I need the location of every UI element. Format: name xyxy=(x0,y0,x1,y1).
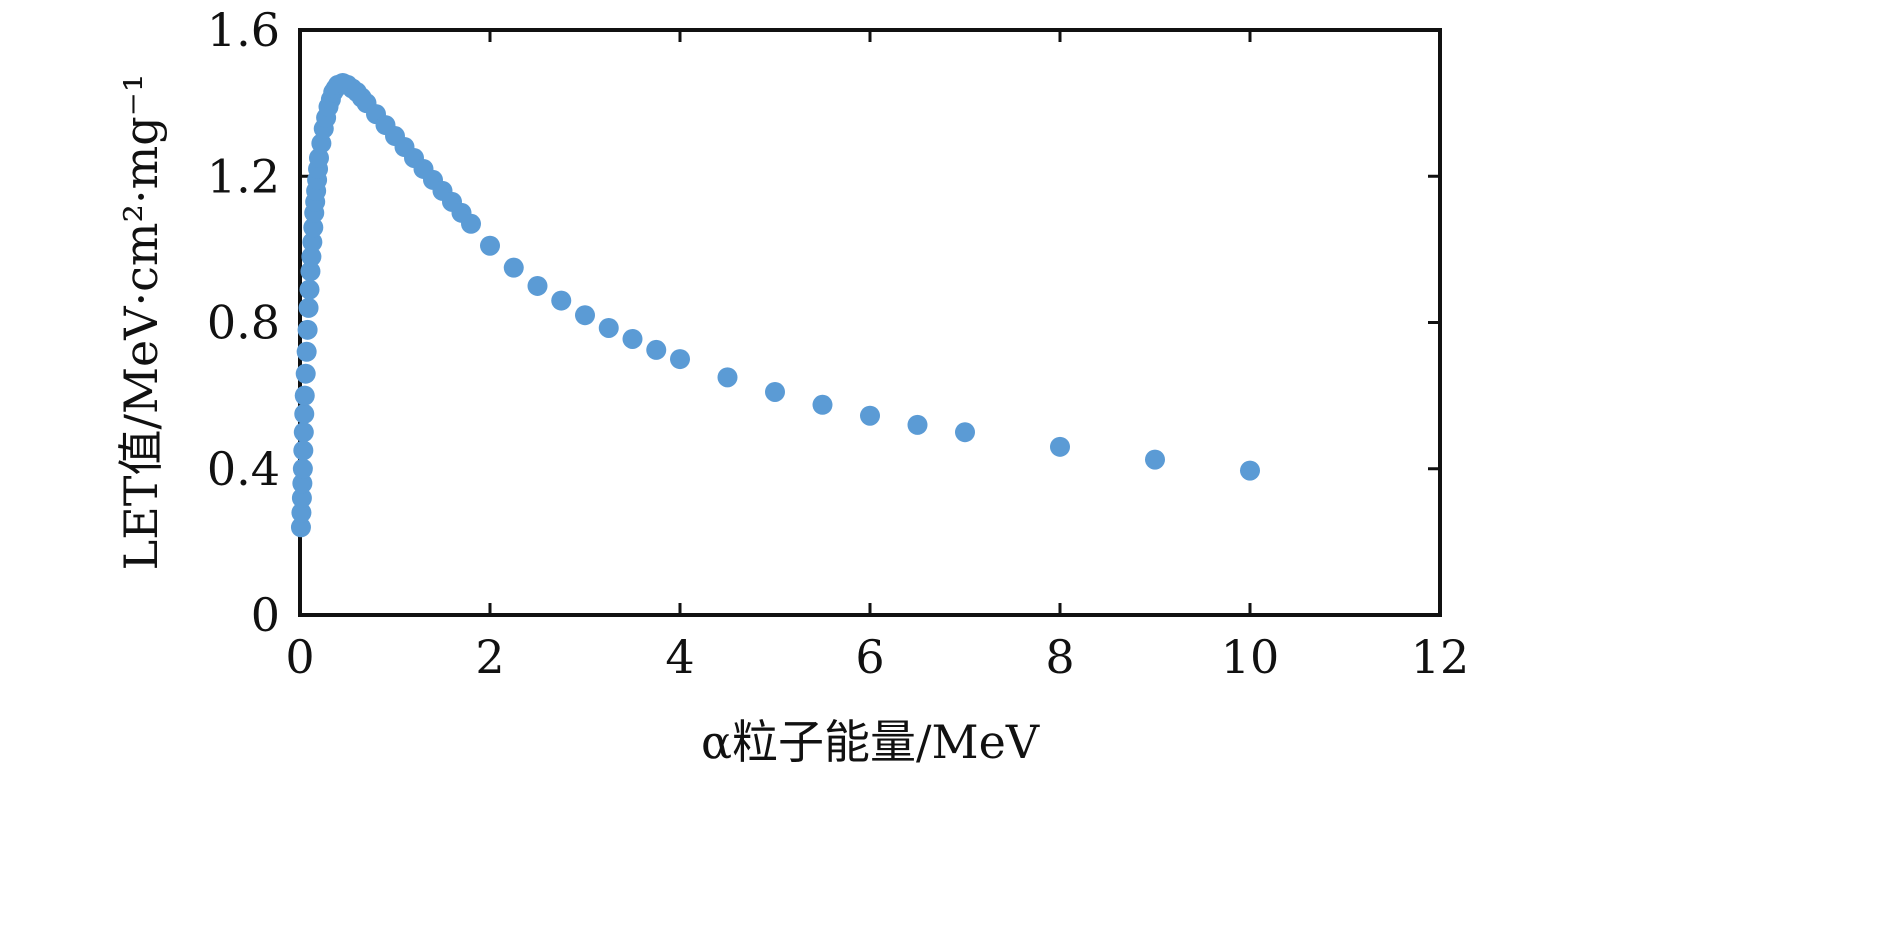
data-point xyxy=(1240,460,1260,481)
data-point xyxy=(295,363,316,384)
data-point xyxy=(1145,449,1165,470)
y-tick-label: 1.6 xyxy=(207,3,280,57)
data-point xyxy=(551,290,572,311)
data-point xyxy=(646,339,667,360)
x-tick-label: 6 xyxy=(855,630,884,684)
data-point xyxy=(291,488,312,508)
plot-frame xyxy=(298,28,1442,617)
y-axis-title: LET值/MeV·cm²·mg⁻¹ xyxy=(114,74,168,571)
data-point xyxy=(480,235,500,256)
data-point xyxy=(303,217,324,238)
data-point xyxy=(296,341,317,362)
x-tick-label: 4 xyxy=(665,630,694,684)
data-point xyxy=(461,213,481,234)
data-point xyxy=(622,328,643,349)
data-point xyxy=(670,349,690,370)
data-point xyxy=(292,458,313,479)
data-point xyxy=(765,381,785,402)
data-point xyxy=(860,405,880,426)
data-point xyxy=(294,403,315,424)
x-tick-label: 2 xyxy=(475,630,504,684)
data-point xyxy=(298,297,319,318)
data-point xyxy=(301,246,322,267)
data-point xyxy=(290,517,311,538)
data-point xyxy=(302,232,323,253)
x-tick-label: 0 xyxy=(285,630,314,684)
data-points xyxy=(290,73,1260,538)
x-tick-label: 8 xyxy=(1045,630,1074,684)
data-point xyxy=(299,279,320,300)
data-point xyxy=(292,473,313,494)
data-point xyxy=(575,305,595,326)
y-tick-label: 0 xyxy=(251,588,280,642)
data-point xyxy=(717,367,738,388)
x-tick-label: 10 xyxy=(1221,630,1280,684)
data-point xyxy=(907,414,928,435)
x-tick-label: 12 xyxy=(1411,630,1470,684)
y-tick-label: 1.2 xyxy=(207,149,280,203)
data-point xyxy=(294,385,315,406)
x-axis-ticks: 0 2 4 6 8 10 12 xyxy=(285,30,1469,684)
data-point xyxy=(812,394,833,415)
data-point xyxy=(297,319,318,340)
data-point xyxy=(293,440,314,461)
data-point xyxy=(503,257,524,278)
data-point xyxy=(291,502,312,523)
data-point xyxy=(598,317,619,338)
y-tick-label: 0.8 xyxy=(207,296,280,350)
data-point xyxy=(300,261,321,282)
data-point xyxy=(293,422,314,443)
data-point xyxy=(1050,436,1070,457)
y-tick-label: 0.4 xyxy=(207,442,280,496)
x-axis-title: α粒子能量/MeV xyxy=(701,715,1040,769)
y-axis-ticks: 0 0.4 0.8 1.2 1.6 xyxy=(207,3,1440,642)
data-point xyxy=(955,422,975,443)
data-point xyxy=(527,275,548,296)
